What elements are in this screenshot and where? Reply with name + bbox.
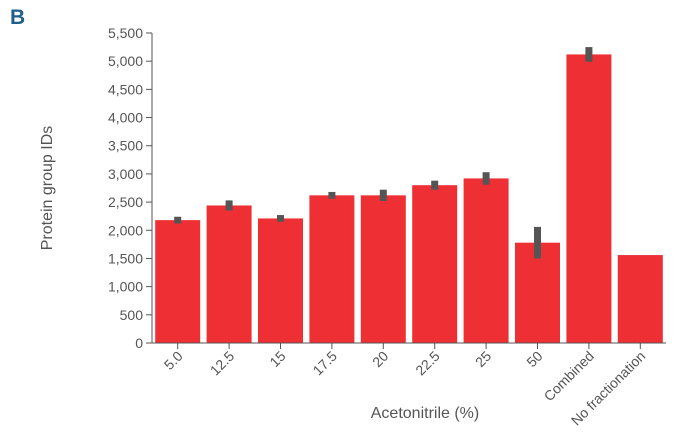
y-tick-label: 0 <box>135 335 143 351</box>
panel-label: B <box>10 6 26 29</box>
x-tick-label: 50 <box>523 348 545 370</box>
bar <box>206 205 252 343</box>
bars <box>155 54 663 343</box>
error-bar <box>431 180 439 190</box>
y-tick-label: 500 <box>120 307 144 323</box>
error-bar <box>277 215 284 222</box>
y-axis-ticks: 0 500 1,000 1,500 2,000 2,500 3,000 3,500 4,000 4… <box>108 25 152 351</box>
error-bar <box>585 47 593 62</box>
y-tick-label: 5,500 <box>108 25 143 41</box>
x-tick-label: 25 <box>472 348 494 370</box>
x-tick-label: 5.0 <box>161 348 186 373</box>
y-tick-label: 2,000 <box>108 222 143 238</box>
y-tick-label: 2,500 <box>108 194 143 210</box>
y-axis-title: Protein group IDs <box>39 126 56 251</box>
y-tick-label: 4,500 <box>108 81 143 97</box>
y-tick-label: 5,000 <box>108 53 143 69</box>
error-bars <box>174 47 593 259</box>
x-tick-label: 22.5 <box>412 348 443 379</box>
bar <box>309 195 355 343</box>
bar <box>515 242 560 343</box>
bar <box>258 218 303 343</box>
bar <box>155 220 201 343</box>
y-tick-label: 3,000 <box>108 166 143 182</box>
error-bar <box>328 191 336 199</box>
x-tick-label: 15 <box>266 348 288 370</box>
y-tick-label: 4,000 <box>108 110 143 126</box>
y-tick-label: 3,500 <box>108 138 143 154</box>
bar <box>566 54 612 343</box>
bar <box>360 195 406 343</box>
error-bar <box>225 200 233 211</box>
x-tick-label: 12.5 <box>207 348 238 379</box>
error-bar <box>482 172 490 185</box>
x-tick-label: 20 <box>369 348 391 370</box>
error-bar <box>174 216 182 224</box>
x-tick-label: 17.5 <box>309 348 340 379</box>
error-bar <box>534 226 541 259</box>
bar <box>463 178 509 343</box>
x-axis-title: Acetonitrile (%) <box>371 405 479 422</box>
error-bar <box>379 189 387 201</box>
y-tick-label: 1,500 <box>108 250 143 266</box>
y-tick-label: 1,000 <box>108 279 143 295</box>
bar <box>412 185 458 343</box>
bar <box>617 255 663 343</box>
